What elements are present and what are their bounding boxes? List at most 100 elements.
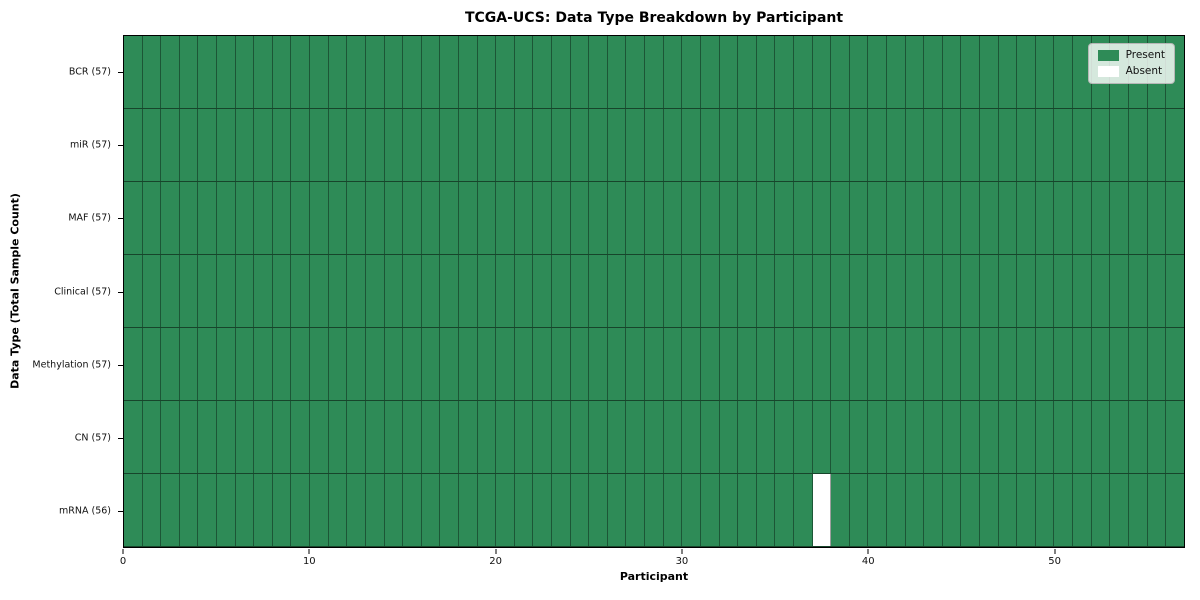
heatmap-cell [663, 109, 683, 181]
heatmap-cell [961, 255, 981, 327]
heatmap-cell [961, 328, 981, 400]
heatmap-cell [905, 36, 925, 108]
heatmap-cell [1017, 328, 1036, 400]
heatmap-cell [886, 36, 906, 108]
heatmap-cell [1147, 182, 1167, 254]
heatmap-cell [868, 328, 887, 400]
heatmap-cell [682, 36, 701, 108]
heatmap-cell [217, 36, 236, 108]
heatmap-cell [570, 328, 590, 400]
heatmap-cell [663, 401, 683, 473]
heatmap-cell [217, 255, 236, 327]
heatmap-cell [756, 255, 776, 327]
legend-label: Absent [1125, 65, 1163, 78]
heatmap-cell [1166, 474, 1184, 546]
heatmap-cell [421, 36, 441, 108]
heatmap-cell [365, 36, 385, 108]
heatmap-cell [719, 255, 739, 327]
heatmap-cell [756, 182, 776, 254]
heatmap-cell [1166, 255, 1184, 327]
heatmap-cell [235, 401, 255, 473]
heatmap-cell [700, 401, 720, 473]
heatmap-cell [924, 328, 943, 400]
heatmap-cell [552, 255, 571, 327]
heatmap-cell [1054, 401, 1074, 473]
heatmap-cell [347, 255, 366, 327]
heatmap-cell [347, 36, 366, 108]
heatmap-cell [403, 401, 422, 473]
x-tick-mark [122, 549, 124, 554]
heatmap-cell [291, 328, 311, 400]
heatmap-cell [812, 255, 832, 327]
chart-title: TCGA-UCS: Data Type Breakdown by Partici… [464, 10, 844, 26]
heatmap-cell [310, 182, 329, 254]
heatmap-cell [589, 182, 608, 254]
heatmap-cell [626, 255, 646, 327]
heatmap-cell [552, 182, 571, 254]
heatmap-cell [607, 474, 627, 546]
heatmap-cell [700, 255, 720, 327]
heatmap-cell [310, 109, 329, 181]
heatmap-cell [589, 328, 608, 400]
heatmap-cell [998, 182, 1018, 254]
heatmap-cell [924, 182, 943, 254]
heatmap-cell [719, 474, 739, 546]
heatmap-cell [756, 401, 776, 473]
heatmap-cell [719, 328, 739, 400]
heatmap-cell [924, 401, 943, 473]
heatmap-cell [124, 474, 143, 546]
y-tick-label: CN (57) [74, 432, 111, 444]
heatmap-cell [942, 401, 962, 473]
y-tick-mark [118, 71, 123, 73]
heatmap-cell [496, 182, 515, 254]
heatmap-cell [849, 328, 869, 400]
heatmap-cell [1054, 328, 1074, 400]
heatmap-cell [365, 401, 385, 473]
heatmap-cell [421, 182, 441, 254]
heatmap-cell [1035, 255, 1055, 327]
heatmap-cell [812, 401, 832, 473]
heatmap-cell [1147, 255, 1167, 327]
heatmap-cell [272, 328, 292, 400]
heatmap-cell [942, 255, 962, 327]
heatmap-cell [514, 109, 534, 181]
y-tick-label: MAF (57) [68, 212, 111, 224]
y-axis-ticks: BCR (57) miR (57) MAF (57) Clinical (57) Met… [0, 35, 123, 548]
heatmap-cell [198, 182, 218, 254]
heatmap-cell [831, 401, 850, 473]
heatmap-cell [700, 328, 720, 400]
legend-label: Present [1125, 49, 1165, 62]
heatmap-cell [235, 182, 255, 254]
heatmap-cell [812, 109, 832, 181]
heatmap-cell [272, 401, 292, 473]
heatmap-cell [831, 255, 850, 327]
heatmap-cell [1035, 474, 1055, 546]
heatmap-cell [384, 255, 404, 327]
heatmap-cell [533, 182, 553, 254]
heatmap-cell [1128, 255, 1148, 327]
heatmap-cell [775, 474, 794, 546]
heatmap-cell [124, 401, 143, 473]
heatmap-cell [570, 182, 590, 254]
heatmap-cell [1110, 109, 1129, 181]
heatmap-cell [347, 474, 366, 546]
y-tick-label: mRNA (56) [59, 505, 111, 517]
heatmap-row [124, 328, 1184, 401]
heatmap-cell [607, 182, 627, 254]
x-axis-ticks: 0 10 20 30 40 50 [120, 548, 1185, 574]
heatmap-cell [645, 328, 664, 400]
heatmap-cell [831, 474, 850, 546]
heatmap-cell [179, 474, 199, 546]
x-tick-label: 40 [861, 556, 875, 567]
y-tick-mark [118, 291, 123, 293]
heatmap-cell [775, 255, 794, 327]
heatmap-cell [682, 474, 701, 546]
heatmap-cell [849, 255, 869, 327]
heatmap-cell [849, 36, 869, 108]
heatmap-cell [1073, 255, 1092, 327]
heatmap-row [124, 255, 1184, 328]
heatmap-cell [682, 328, 701, 400]
heatmap-cell [645, 36, 664, 108]
heatmap-cell [645, 182, 664, 254]
heatmap-cell [384, 474, 404, 546]
